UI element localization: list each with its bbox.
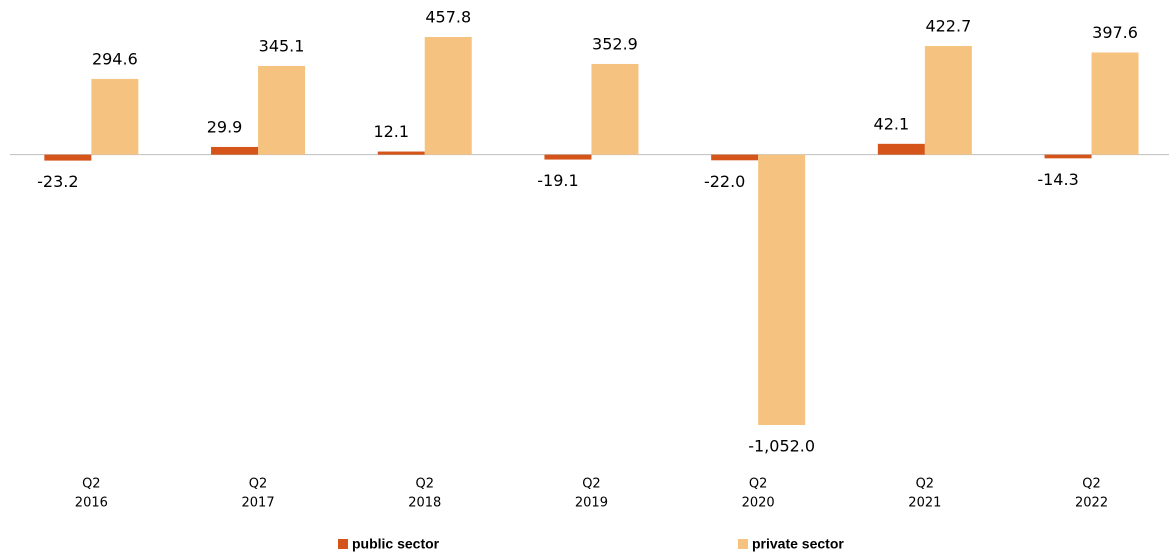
x-tick-label: 2016 — [75, 496, 108, 511]
bar — [91, 78, 139, 155]
bar — [924, 46, 972, 155]
x-tick-label: 2017 — [242, 496, 275, 511]
x-tick-label: Q2 — [82, 477, 101, 492]
legend-label: private sector — [752, 536, 844, 552]
data-label: 345.1 — [259, 36, 305, 55]
x-tick-label: 2022 — [1075, 496, 1108, 511]
bar — [258, 65, 306, 155]
x-tick-label: 2021 — [908, 496, 941, 511]
data-label: -22.0 — [704, 172, 745, 191]
bar — [591, 63, 639, 155]
x-tick-label: Q2 — [582, 477, 601, 492]
legend-swatch — [738, 539, 748, 549]
data-label: 457.8 — [425, 8, 471, 27]
data-label: 294.6 — [92, 49, 138, 68]
data-label: 397.6 — [1092, 23, 1138, 42]
bar — [711, 154, 759, 161]
x-tick-label: Q2 — [415, 477, 434, 492]
x-tick-label: Q2 — [749, 477, 768, 492]
x-tick-label: Q2 — [1082, 477, 1101, 492]
bar — [877, 143, 925, 155]
bar — [424, 37, 472, 155]
data-label: -14.3 — [1037, 170, 1078, 189]
bar — [758, 154, 806, 425]
data-label: -23.2 — [37, 172, 78, 191]
data-label: -19.1 — [537, 171, 578, 190]
bar — [1091, 52, 1139, 155]
x-tick-label: 2020 — [742, 496, 775, 511]
x-tick-label: 2018 — [408, 496, 441, 511]
data-label: 352.9 — [592, 34, 638, 53]
data-label: 422.7 — [925, 17, 971, 36]
legend-swatch — [338, 539, 348, 549]
data-label: 29.9 — [207, 117, 243, 136]
data-label: 42.1 — [874, 114, 910, 133]
data-label: -1,052.0 — [748, 437, 815, 456]
bar — [44, 154, 92, 161]
bar — [1044, 154, 1092, 159]
x-tick-label: Q2 — [916, 477, 935, 492]
bar — [377, 151, 425, 155]
data-label: 12.1 — [373, 122, 409, 141]
x-tick-label: 2019 — [575, 496, 608, 511]
bar — [544, 154, 592, 160]
bar — [211, 146, 259, 155]
legend-label: public sector — [352, 536, 440, 552]
x-tick-label: Q2 — [249, 477, 268, 492]
